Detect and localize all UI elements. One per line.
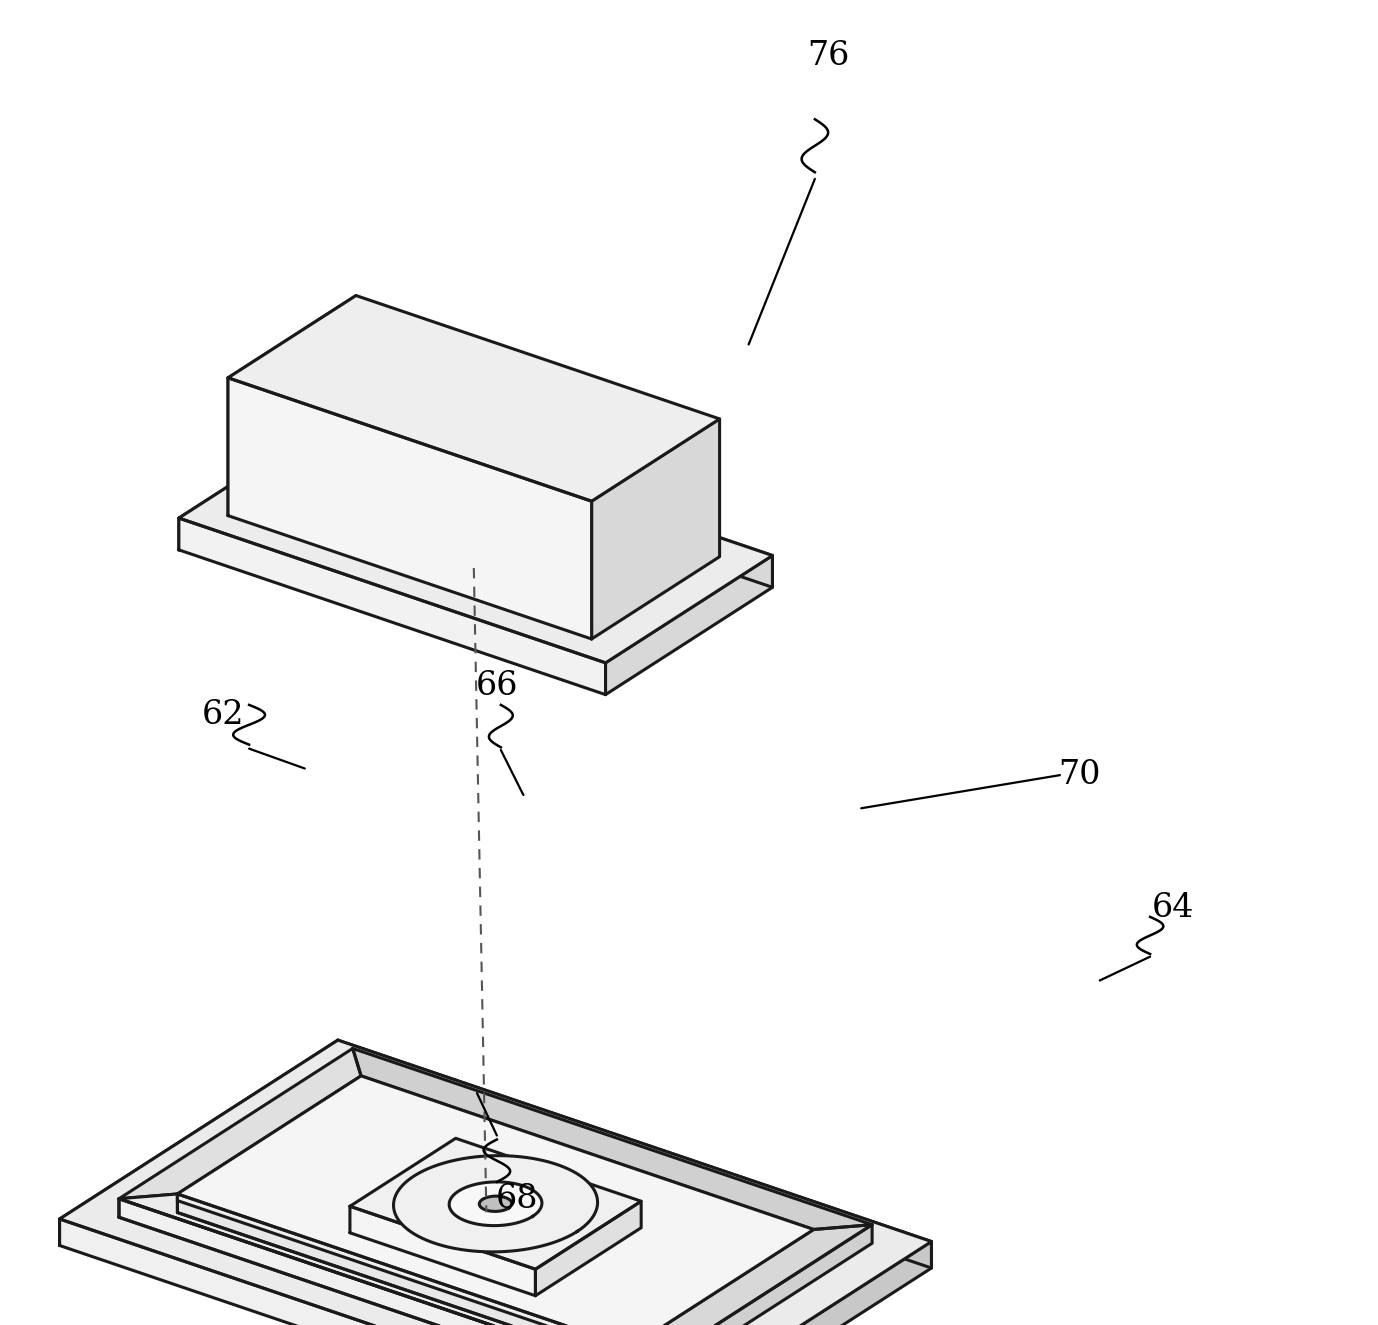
Polygon shape <box>178 1194 630 1325</box>
Polygon shape <box>178 1194 630 1325</box>
Polygon shape <box>630 1224 872 1325</box>
Text: 76: 76 <box>808 40 849 72</box>
Polygon shape <box>227 295 356 515</box>
Polygon shape <box>536 1202 641 1296</box>
Polygon shape <box>394 1155 598 1252</box>
Text: 62: 62 <box>201 700 244 731</box>
Polygon shape <box>605 555 773 694</box>
Polygon shape <box>59 1219 653 1325</box>
Polygon shape <box>653 1242 932 1325</box>
Polygon shape <box>350 1206 536 1296</box>
Polygon shape <box>59 1040 338 1246</box>
Polygon shape <box>119 1199 638 1325</box>
Polygon shape <box>449 1182 542 1226</box>
Polygon shape <box>480 1196 511 1211</box>
Polygon shape <box>338 1040 932 1268</box>
Polygon shape <box>179 518 605 694</box>
Polygon shape <box>178 1194 630 1325</box>
Polygon shape <box>638 1224 872 1325</box>
Polygon shape <box>119 1199 638 1325</box>
Polygon shape <box>227 378 591 639</box>
Polygon shape <box>227 295 719 501</box>
Polygon shape <box>119 1194 638 1325</box>
Polygon shape <box>179 411 773 662</box>
Polygon shape <box>178 1094 813 1325</box>
Text: 64: 64 <box>1152 892 1193 924</box>
Polygon shape <box>119 1048 361 1199</box>
Text: 66: 66 <box>475 670 518 702</box>
Polygon shape <box>178 1076 813 1325</box>
Polygon shape <box>350 1138 641 1269</box>
Text: 68: 68 <box>496 1183 537 1215</box>
Text: 70: 70 <box>1058 759 1101 791</box>
Polygon shape <box>179 411 346 550</box>
Polygon shape <box>346 411 773 587</box>
Polygon shape <box>353 1048 872 1230</box>
Polygon shape <box>59 1040 932 1325</box>
Polygon shape <box>591 419 719 639</box>
